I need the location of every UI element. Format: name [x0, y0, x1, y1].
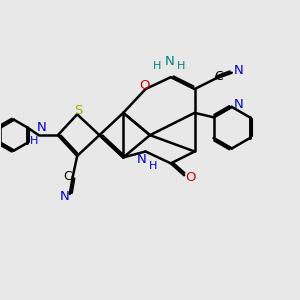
Text: O: O — [139, 79, 149, 92]
Text: N: N — [164, 55, 174, 68]
Text: N: N — [137, 153, 147, 166]
Text: N: N — [233, 98, 243, 111]
Text: S: S — [74, 104, 83, 117]
Text: H: H — [153, 61, 162, 71]
Text: H: H — [177, 61, 185, 71]
Text: N: N — [59, 190, 69, 203]
Text: N: N — [233, 64, 243, 77]
Text: O: O — [185, 171, 195, 184]
Text: H: H — [30, 136, 38, 146]
Text: N: N — [37, 121, 46, 134]
Text: H: H — [149, 161, 157, 171]
Text: C: C — [214, 70, 223, 83]
Text: C: C — [63, 170, 72, 183]
